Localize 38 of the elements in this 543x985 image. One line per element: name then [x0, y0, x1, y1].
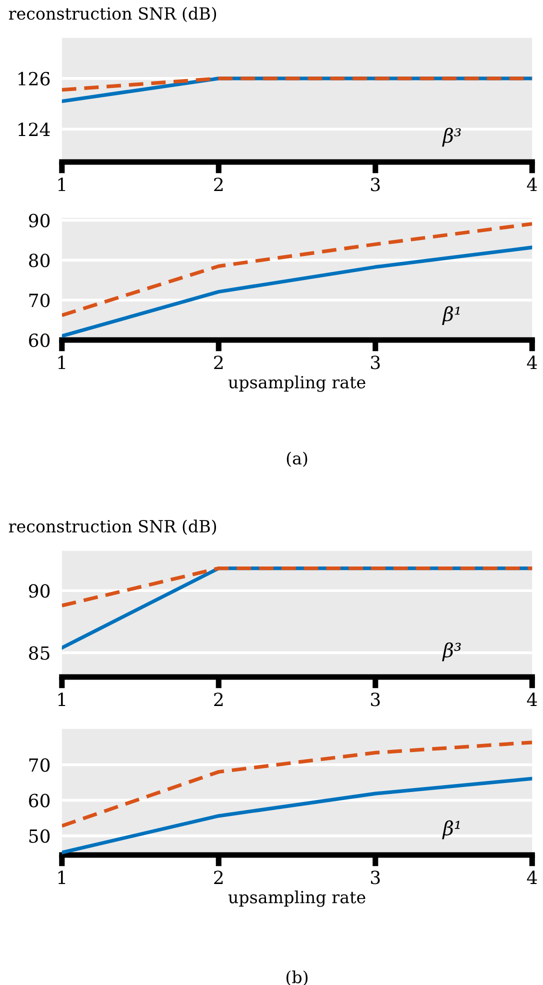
x-tick-label: 1 — [58, 692, 66, 706]
line-series — [62, 776, 532, 854]
line-series — [62, 246, 532, 338]
x-tick-label: 2 — [214, 692, 223, 706]
x-tick-label: 2 — [214, 178, 223, 192]
x-axis-title: upsampling rate — [228, 890, 366, 907]
y-tick-label: 50 — [29, 829, 50, 843]
annotation: β¹ — [442, 820, 460, 840]
x-tick-label: 4 — [526, 692, 537, 706]
x-tick-label: 2 — [214, 356, 223, 370]
x-tick-label: 3 — [371, 692, 380, 706]
annotation: β³ — [442, 128, 461, 147]
x-tick-label: 1 — [58, 178, 66, 192]
x-tick-label: 2 — [214, 870, 223, 884]
x-tick-label: 1 — [58, 870, 66, 884]
y-tick-label: 60 — [29, 333, 50, 348]
y-tick-label: 70 — [29, 758, 50, 772]
y-tick-label: 90 — [28, 214, 50, 228]
y-tick-label: 124 — [18, 122, 50, 136]
x-tick-label: 4 — [526, 356, 537, 370]
y-tick-label: 80 — [29, 254, 50, 268]
y-tick-label: 90 — [28, 584, 50, 598]
annotation: β³ — [442, 642, 461, 662]
x-axis-title: upsampling rate — [228, 376, 366, 392]
y-tick-label: 60 — [29, 794, 50, 808]
y-axis-title: reconstruction SNR (dB) — [8, 6, 216, 22]
x-tick-label: 3 — [371, 356, 380, 370]
y-tick-label: 126 — [18, 72, 50, 86]
x-tick-label: 1 — [58, 356, 66, 370]
annotation: β¹ — [442, 306, 460, 326]
text: (a) — [286, 452, 308, 467]
x-tick-label: 3 — [371, 178, 380, 192]
x-tick-label: 4 — [526, 870, 537, 884]
x-tick-label: 4 — [526, 178, 537, 192]
y-tick-label: 70 — [29, 294, 50, 308]
y-axis-title: reconstruction SNR (dB) — [8, 520, 216, 535]
y-tick-label: 85 — [29, 646, 50, 660]
x-tick-label: 3 — [371, 870, 380, 884]
